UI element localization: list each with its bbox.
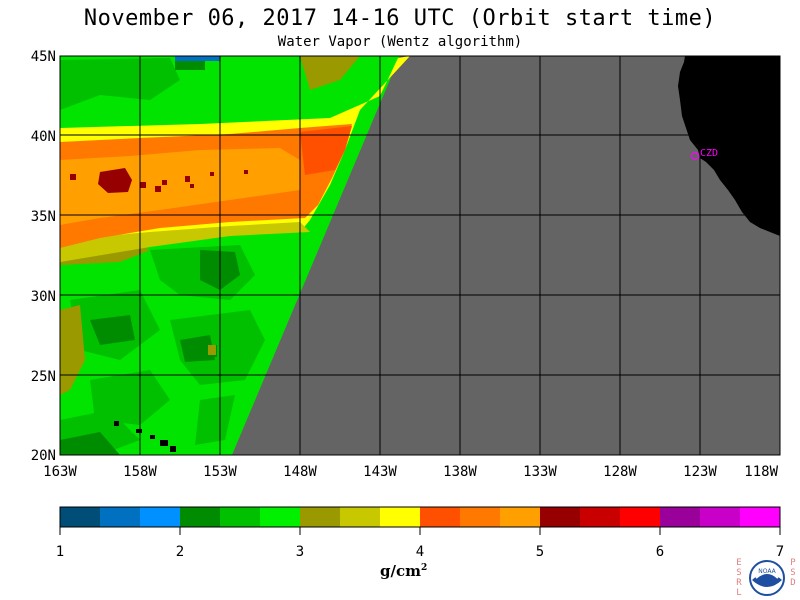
units-text: g/cm [380,562,421,580]
swath-darkorange-core [300,126,352,175]
colorbar-swatch [660,507,700,527]
esrl-letter: S [736,568,742,578]
lon-label: 138W [443,464,477,480]
lon-label: 148W [283,464,317,480]
lat-label: 40N [31,129,56,145]
lon-label: 143W [363,464,397,480]
lon-label: 128W [603,464,637,480]
colorbar-swatch [420,507,460,527]
lat-label: 25N [31,369,56,385]
colorbar-swatch [60,507,100,527]
noaa-logo-text: NOAA [758,568,776,575]
esrl-letter: L [736,588,742,598]
colorbar-swatch [460,507,500,527]
north-america-land [678,56,780,236]
colorbar-tick-label: 7 [776,544,784,560]
colorbar-swatch [500,507,540,527]
lat-label: 45N [31,49,56,65]
station-czd-label: CZD [700,148,718,159]
colorbar-swatch [300,507,340,527]
swath-olive-band [60,222,310,262]
swath-lightorange [60,148,300,225]
esrl-letter: E [736,558,742,568]
lon-label: 163W [43,464,77,480]
lat-label: 35N [31,209,56,225]
lon-label: 158W [123,464,157,480]
noaa-emblem-icon: NOAA [749,560,785,596]
lat-label: 20N [31,448,56,464]
colorbar-swatch [540,507,580,527]
swath-darkgreen-spots [60,60,240,455]
colorbar-swatch [740,507,780,527]
lon-label: 133W [523,464,557,480]
colorbar-tick-label: 2 [176,544,184,560]
lat-lon-grid [60,56,780,455]
lon-label: 153W [203,464,237,480]
map-frame [59,55,781,456]
units-superscript: 2 [420,563,428,573]
colorbar-swatch [100,507,140,527]
colorbar-swatch [620,507,660,527]
esrl-letters: E S R L [734,558,744,598]
swath-blue-sliver [175,56,220,61]
psd-letter: D [790,578,796,588]
colorbar-swatch [340,507,380,527]
station-czd-marker [690,151,700,161]
colorbar-tick-label: 6 [656,544,664,560]
colorbar-swatch [140,507,180,527]
psd-letter: P [790,558,796,568]
colorbar-swatch [700,507,740,527]
colorbar-swatch [380,507,420,527]
colorbar-units: g/cm2 [380,562,427,580]
colorbar-swatch [180,507,220,527]
colorbar-tick-label: 4 [416,544,424,560]
colorbar-tick-label: 5 [536,544,544,560]
psd-letters: P S D [788,558,798,588]
chart-subtitle: Water Vapor (Wentz algorithm) [277,34,523,50]
lat-label: 30N [31,289,56,305]
psd-letter: S [790,568,796,578]
colorbar-swatch [580,507,620,527]
swath-darkred-core [70,168,248,193]
esrl-letter: R [736,578,742,588]
lon-label: 123W [683,464,717,480]
noaa-esrl-logo: E S R L NOAA P S D [734,558,798,600]
chart-title: November 06, 2017 14-16 UTC (Orbit start… [83,6,717,31]
colorbar-tick-label: 3 [296,544,304,560]
colorbar-swatch [260,507,300,527]
colorbar-tick-label: 1 [56,544,64,560]
colorbar-swatch [220,507,260,527]
lon-label: 118W [744,464,778,480]
colorbar [60,507,780,527]
hawaii-islands [114,421,176,452]
